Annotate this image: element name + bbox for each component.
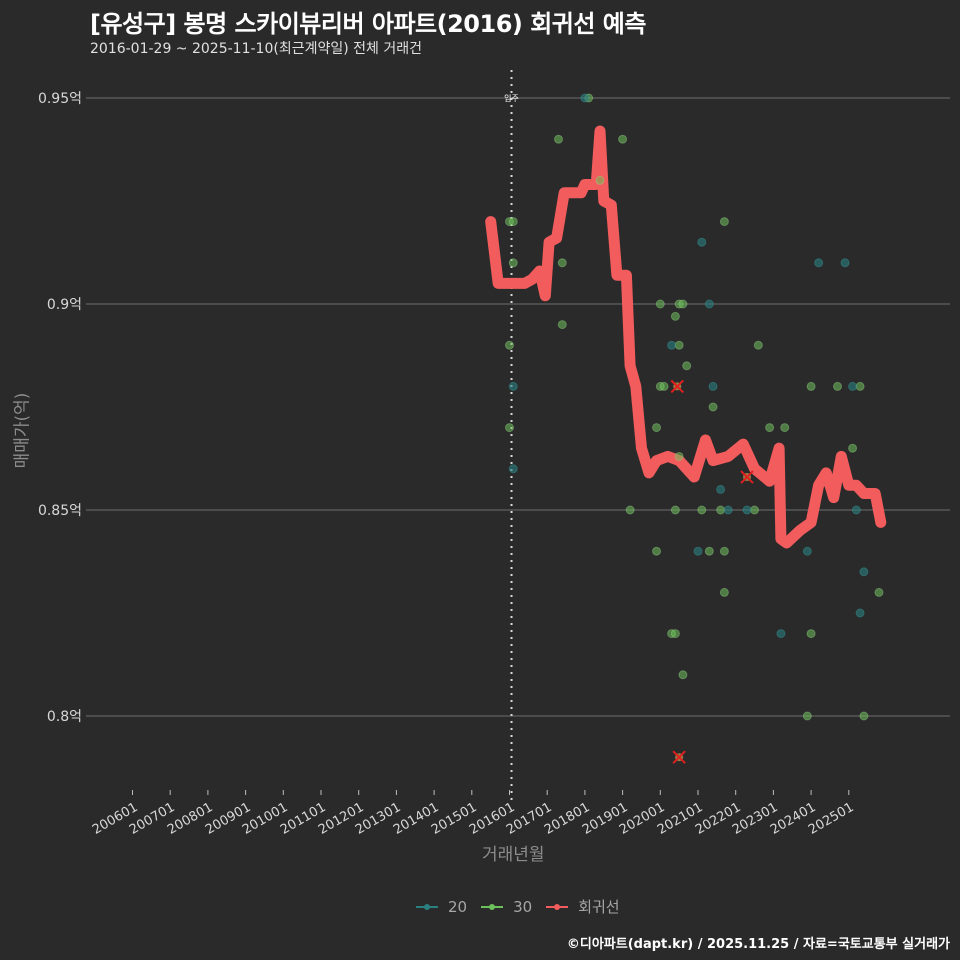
legend-item-regression[interactable]: 회귀선 — [546, 896, 620, 917]
data-point-30 — [832, 381, 842, 391]
data-point-30 — [557, 258, 567, 268]
data-point-20 — [776, 629, 786, 639]
legend: 20 30 회귀선 — [416, 896, 626, 917]
data-point-20 — [848, 381, 858, 391]
legend-key-regression-icon — [546, 903, 569, 910]
data-point-30 — [716, 505, 726, 515]
data-point-30 — [625, 505, 635, 515]
data-point-20 — [704, 299, 714, 309]
data-point-30 — [652, 423, 662, 433]
data-point-20 — [855, 608, 865, 618]
data-point-20 — [859, 567, 869, 577]
data-point-20 — [667, 340, 677, 350]
data-point-30 — [505, 340, 514, 350]
data-point-20 — [723, 505, 733, 515]
data-point-20 — [814, 258, 824, 268]
data-point-30 — [652, 546, 662, 556]
data-point-20 — [508, 381, 518, 391]
data-point-20 — [693, 546, 703, 556]
data-point-30 — [557, 320, 567, 330]
y-tick-label: 0.8억 — [46, 709, 82, 725]
data-point-30 — [719, 546, 729, 556]
data-point-30 — [678, 670, 688, 680]
data-point-30 — [595, 175, 605, 185]
data-point-30 — [750, 505, 760, 515]
data-point-30 — [874, 587, 884, 597]
outlier-x-icon — [670, 379, 684, 394]
data-point-30 — [719, 217, 729, 227]
legend-label-20: 20 — [448, 897, 468, 916]
data-point-20 — [742, 505, 752, 515]
y-tick-label: 0.85억 — [37, 503, 82, 519]
legend-item-20[interactable]: 20 — [416, 898, 467, 916]
data-point-30 — [670, 505, 680, 515]
data-point-30 — [765, 423, 775, 433]
legend-label-regression: 회귀선 — [578, 898, 620, 916]
data-point-30 — [753, 340, 763, 350]
data-point-20 — [697, 237, 707, 247]
data-point-30 — [618, 134, 628, 144]
data-point-20 — [716, 484, 726, 494]
chart-subtitle: 2016-01-29 ~ 2025-11-10(최근계약일) 전체 거래건 — [90, 41, 422, 57]
data-point-30 — [697, 505, 707, 515]
data-point-30 — [704, 546, 714, 556]
data-point-30 — [505, 423, 514, 433]
regression-line — [485, 125, 887, 549]
data-point-30 — [659, 381, 669, 391]
legend-item-30[interactable]: 30 — [481, 898, 532, 916]
data-point-30 — [859, 711, 869, 721]
data-point-30 — [848, 443, 858, 453]
data-point-30 — [855, 381, 865, 391]
data-point-30 — [806, 629, 816, 639]
data-point-30 — [682, 361, 692, 371]
data-point-30 — [780, 423, 790, 433]
data-point-30 — [674, 340, 684, 350]
data-point-30 — [670, 629, 680, 639]
data-point-20 — [840, 258, 850, 268]
data-point-20 — [802, 546, 812, 556]
data-point-20 — [580, 93, 590, 103]
data-point-30 — [678, 299, 688, 309]
data-point-30 — [655, 299, 665, 309]
data-point-30 — [674, 451, 684, 461]
data-point-30 — [719, 587, 729, 597]
data-point-30 — [802, 711, 812, 721]
data-point-20 — [851, 505, 861, 515]
y-tick-label: 0.95억 — [37, 91, 82, 107]
data-point-30 — [806, 381, 816, 391]
legend-label-30: 30 — [513, 897, 533, 916]
legend-key-30-icon — [481, 903, 504, 910]
data-point-30 — [708, 402, 718, 412]
data-point-30 — [508, 217, 518, 227]
outlier-x-icon — [672, 750, 686, 764]
legend-key-20-icon — [416, 903, 438, 910]
y-axis-title: 매매가(억) — [12, 392, 33, 469]
data-point-20 — [708, 381, 718, 391]
y-tick-label: 0.9억 — [46, 297, 82, 313]
move-in-label: 입주 — [504, 94, 519, 103]
data-point-30 — [508, 258, 518, 268]
data-point-30 — [554, 134, 564, 144]
x-axis-title: 거래년월 — [482, 845, 545, 865]
data-point-30 — [670, 311, 680, 321]
outlier-x-icon — [740, 470, 754, 484]
chart-title: [유성구] 봉명 스카이뷰리버 아파트(2016) 회귀선 예측 — [90, 10, 646, 38]
source-credit: ©디아파트(dapt.kr) / 2025.11.25 / 자료=국토교통부 실… — [566, 937, 950, 952]
data-point-20 — [508, 464, 518, 474]
